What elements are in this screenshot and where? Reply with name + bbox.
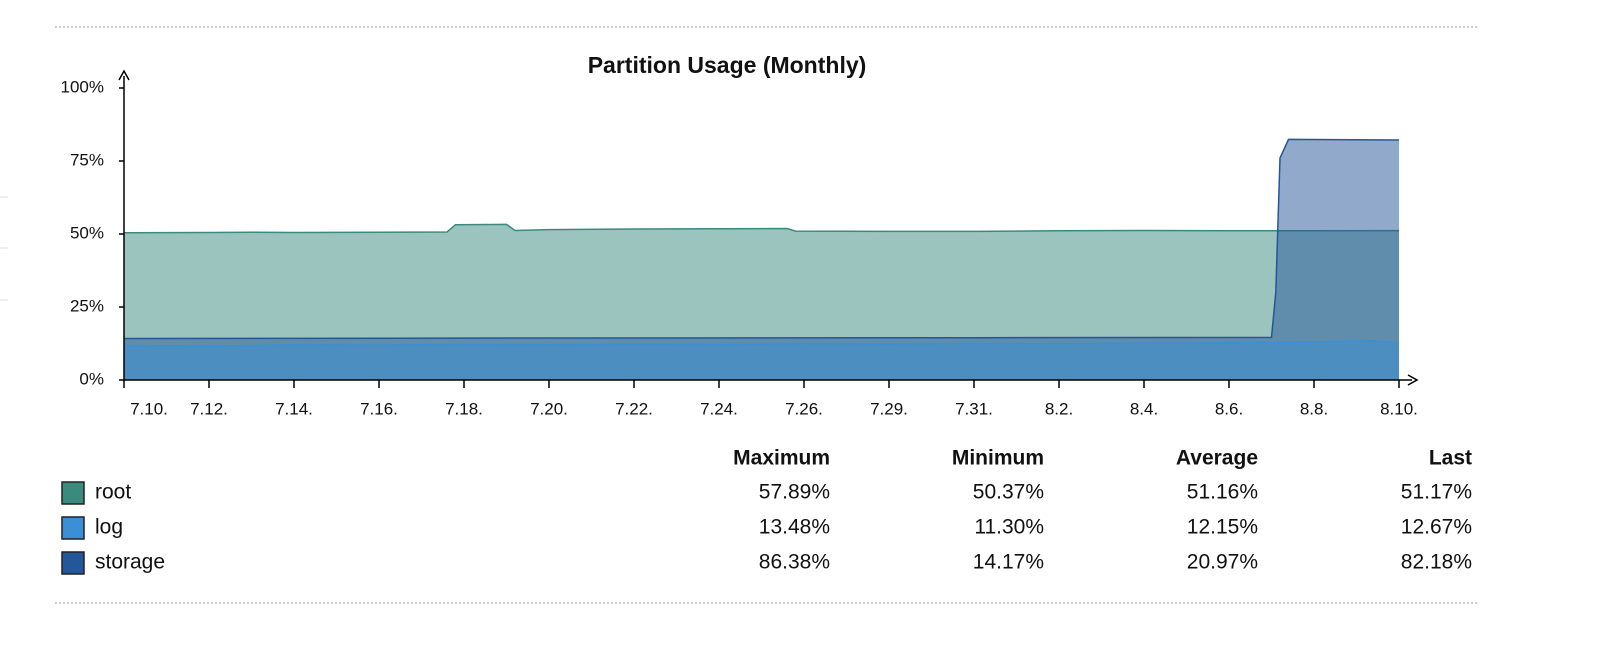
axes: 0% 25% 50% 75% 100% 7.10. 7.12. 7.14. 7.16. 7.18.… <box>61 77 1418 418</box>
legend-label: log <box>95 516 123 539</box>
x-tick-label: 7.10. <box>130 399 168 418</box>
x-tick-label: 8.2. <box>1045 399 1073 418</box>
x-tick-label: 7.24. <box>700 399 738 418</box>
cell: 12.15% <box>1187 516 1258 539</box>
x-tick-label: 7.22. <box>615 399 653 418</box>
legend-swatch <box>61 551 85 575</box>
chart-title: Partition Usage (Monthly) <box>588 52 867 78</box>
x-tick-label: 7.26. <box>785 399 823 418</box>
column-header: Average <box>1176 447 1258 470</box>
cell: 11.30% <box>974 516 1044 539</box>
cell: 12.67% <box>1401 516 1472 539</box>
x-tick-label: 8.10. <box>1380 399 1418 418</box>
y-tick-label: 75% <box>70 150 104 169</box>
cell: 57.89% <box>759 481 830 504</box>
cell: 14.17% <box>973 551 1044 574</box>
x-tick-label: 7.20. <box>530 399 568 418</box>
cell: 51.17% <box>1401 481 1472 504</box>
y-tick-label: 25% <box>70 296 104 315</box>
column-header: Maximum <box>733 447 830 470</box>
legend-swatch <box>61 516 85 540</box>
line <box>123 223 1400 234</box>
plot <box>123 138 1400 380</box>
y-tick-label: 0% <box>79 369 104 388</box>
stats-table: Maximum Minimum Average Last root 57.89% 50.37… <box>61 447 1472 575</box>
cell: 13.48% <box>759 516 830 539</box>
x-tick-label: 8.6. <box>1215 399 1243 418</box>
x-tick-label: 7.14. <box>275 399 313 418</box>
x-tick-label: 7.12. <box>190 399 228 418</box>
line <box>123 340 1400 347</box>
legend-label: root <box>95 481 131 504</box>
cell: 51.16% <box>1187 481 1258 504</box>
column-header: Last <box>1429 447 1472 470</box>
cell: 86.38% <box>759 551 830 574</box>
line <box>123 138 1400 340</box>
cell: 20.97% <box>1187 551 1258 574</box>
legend-label: storage <box>95 551 165 574</box>
x-tick-label: 8.4. <box>1130 399 1158 418</box>
y-tick-label: 100% <box>61 77 104 96</box>
x-tick-label: 7.31. <box>955 399 993 418</box>
cell: 50.37% <box>973 481 1044 504</box>
y-arrow <box>118 69 130 81</box>
area <box>124 340 1399 380</box>
y-tick-label: 50% <box>70 223 104 242</box>
column-header: Minimum <box>952 447 1044 470</box>
x-tick-label: 7.16. <box>360 399 398 418</box>
legend-swatch <box>61 481 85 505</box>
cell: 82.18% <box>1401 551 1472 574</box>
x-tick-label: 8.8. <box>1300 399 1328 418</box>
x-arrow <box>1407 374 1419 386</box>
x-tick-label: 7.18. <box>445 399 483 418</box>
x-tick-label: 7.29. <box>870 399 908 418</box>
